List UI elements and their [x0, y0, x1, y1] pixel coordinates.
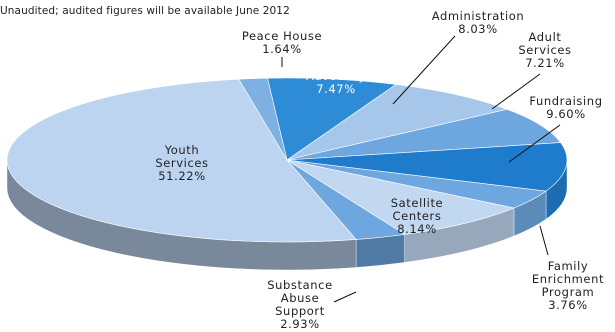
label-fundraising-pct: 9.60% [546, 107, 586, 121]
label-substance-abuse: Substance Abuse Support 2.93% [256, 279, 344, 331]
label-satellite-centers-line2: Centers [392, 209, 442, 223]
pie-slice-adult-services [286, 108, 562, 161]
label-family-enrichment-pct: 3.76% [548, 298, 588, 312]
pie-slice-fundraising [286, 142, 568, 192]
audit-note: Unaudited; audited figures will be avail… [0, 5, 290, 17]
label-substance-abuse-line3: Support [275, 304, 325, 318]
label-substance-abuse-line2: Abuse [280, 291, 320, 305]
leader-line-family-enrichment [539, 225, 549, 256]
label-family-enrichment-line2: Enrichment [531, 272, 605, 286]
label-fundraising: Fundraising 9.60% [518, 95, 614, 121]
label-administration-pct: 8.03% [458, 22, 498, 36]
leader-line-fundraising [508, 124, 561, 163]
label-youth-services-line1: Youth [164, 143, 200, 157]
pie-slice-administration [286, 84, 509, 161]
pie-top-slices [6, 77, 568, 243]
label-substance-abuse-pct: 2.93% [280, 317, 320, 331]
label-youth-services-pct: 51.22% [158, 169, 206, 183]
label-administration-name: Administration [431, 9, 525, 23]
pie-side-walls [6, 159, 568, 271]
label-advocacy-name: Advocacy [305, 69, 367, 83]
label-advocacy-pct: 7.47% [316, 82, 356, 96]
label-adult-services-line2: Services [518, 43, 572, 57]
leader-line-administration [392, 35, 456, 105]
label-peace-house: Peace House 1.64% [234, 30, 330, 56]
leader-lines [281, 35, 561, 303]
pie-slice-youth-services [6, 78, 357, 243]
label-satellite-centers-line1: Satellite [390, 196, 444, 210]
label-adult-services: Adult Services 7.21% [505, 31, 585, 70]
label-family-enrichment: Family Enrichment Program 3.76% [524, 260, 612, 312]
pie-slice-satellite-centers [286, 159, 515, 235]
label-youth-services-line2: Services [155, 156, 209, 170]
label-satellite-centers: Satellite Centers 8.14% [372, 197, 462, 236]
label-family-enrichment-line1: Family [547, 259, 589, 273]
label-peace-house-pct: 1.64% [262, 42, 302, 56]
label-peace-house-name: Peace House [241, 29, 323, 43]
pie-slice-advocacy [267, 77, 397, 161]
label-adult-services-line1: Adult [528, 30, 562, 44]
pie-side-substance-abuse-support [355, 234, 405, 268]
label-substance-abuse-line1: Substance [267, 278, 333, 292]
pie-slice-peace-house [238, 77, 288, 161]
label-youth-services: Youth Services 51.22% [127, 144, 237, 183]
label-family-enrichment-line3: Program [541, 285, 595, 299]
label-adult-services-pct: 7.21% [525, 56, 565, 70]
leader-line-substance-abuse [333, 291, 357, 303]
label-advocacy: Advocacy 7.47% [290, 70, 382, 96]
label-satellite-centers-pct: 8.14% [397, 222, 437, 236]
leader-line-adult-services [491, 73, 541, 110]
label-fundraising-name: Fundraising [529, 94, 603, 108]
label-administration: Administration 8.03% [418, 10, 538, 36]
